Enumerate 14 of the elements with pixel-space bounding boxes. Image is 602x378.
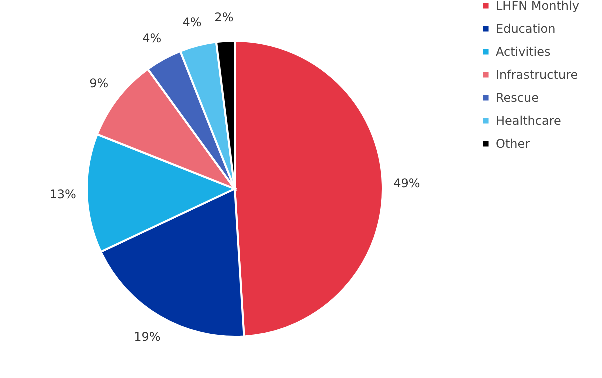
data-label: 49% (394, 176, 420, 191)
legend-label: Other (496, 137, 530, 151)
legend-label: LHFN Monthly (496, 0, 580, 13)
data-label: 9% (90, 76, 109, 91)
data-label: 13% (50, 187, 76, 202)
legend-label: Activities (496, 45, 551, 59)
legend-label: Infrastructure (496, 68, 578, 82)
data-label: 2% (214, 10, 234, 24)
data-label: 4% (142, 31, 162, 46)
legend-label: Rescue (496, 91, 540, 105)
data-label: 19% (134, 330, 161, 344)
legend-label: Education (496, 22, 556, 36)
data-label: 4% (182, 15, 202, 30)
legend-label: Healthcare (496, 114, 562, 128)
